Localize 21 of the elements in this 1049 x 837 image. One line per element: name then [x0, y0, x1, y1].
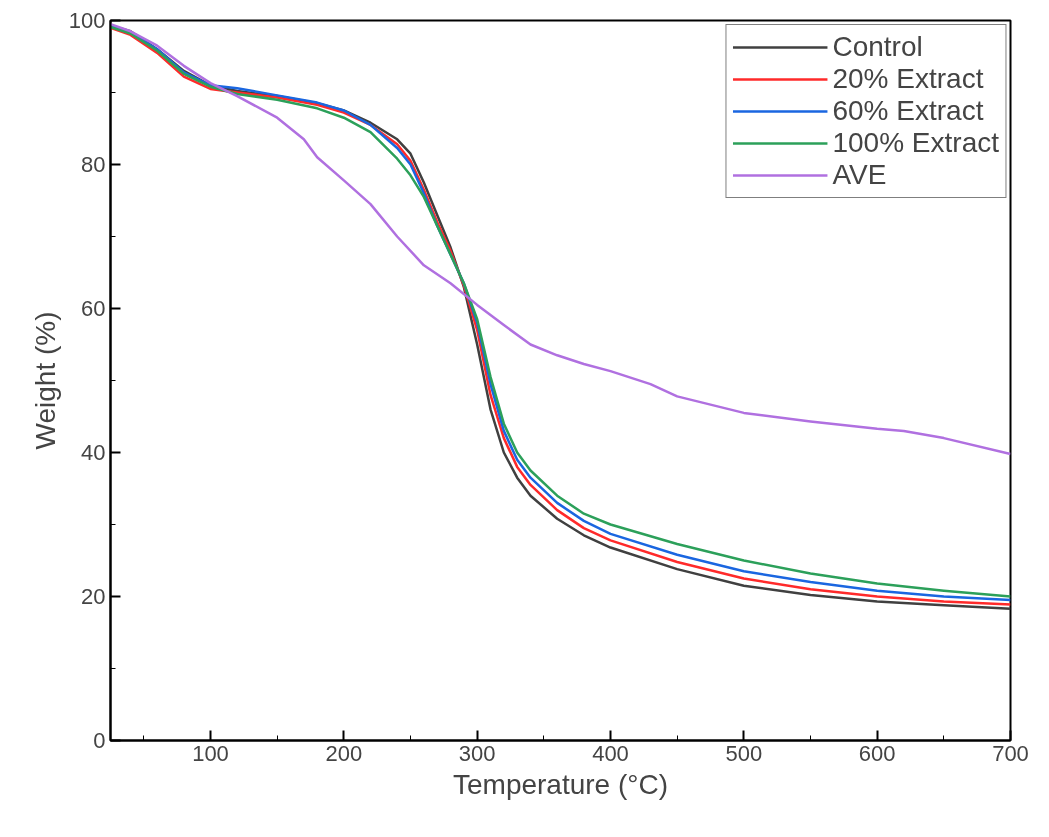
- x-tick-label: 700: [992, 740, 1029, 766]
- y-tick-label: 40: [81, 440, 106, 465]
- y-tick-label: 0: [93, 728, 106, 753]
- x-tick-label: 400: [592, 740, 629, 766]
- legend-label: Control: [832, 31, 923, 63]
- legend-label: 100% Extract: [832, 127, 999, 159]
- legend-label: 20% Extract: [832, 63, 984, 95]
- x-tick-label: 600: [858, 740, 896, 766]
- line-series: [110, 22, 1011, 456]
- x-axis-title: Temperature (°C): [452, 768, 669, 800]
- y-axis-title: Weight (%): [29, 311, 61, 450]
- y-tick-label: 60: [81, 296, 106, 321]
- x-tick-label: 100: [192, 740, 229, 766]
- y-tick-label: 20: [81, 584, 106, 609]
- legend-label: AVE: [832, 159, 887, 191]
- y-tick-label: 80: [81, 152, 106, 177]
- x-tick-label: 300: [458, 740, 496, 766]
- legend-label: 60% Extract: [832, 95, 984, 127]
- y-tick-label: 100: [68, 8, 106, 33]
- x-tick-label: 500: [725, 740, 763, 766]
- x-tick-label: 200: [325, 740, 363, 766]
